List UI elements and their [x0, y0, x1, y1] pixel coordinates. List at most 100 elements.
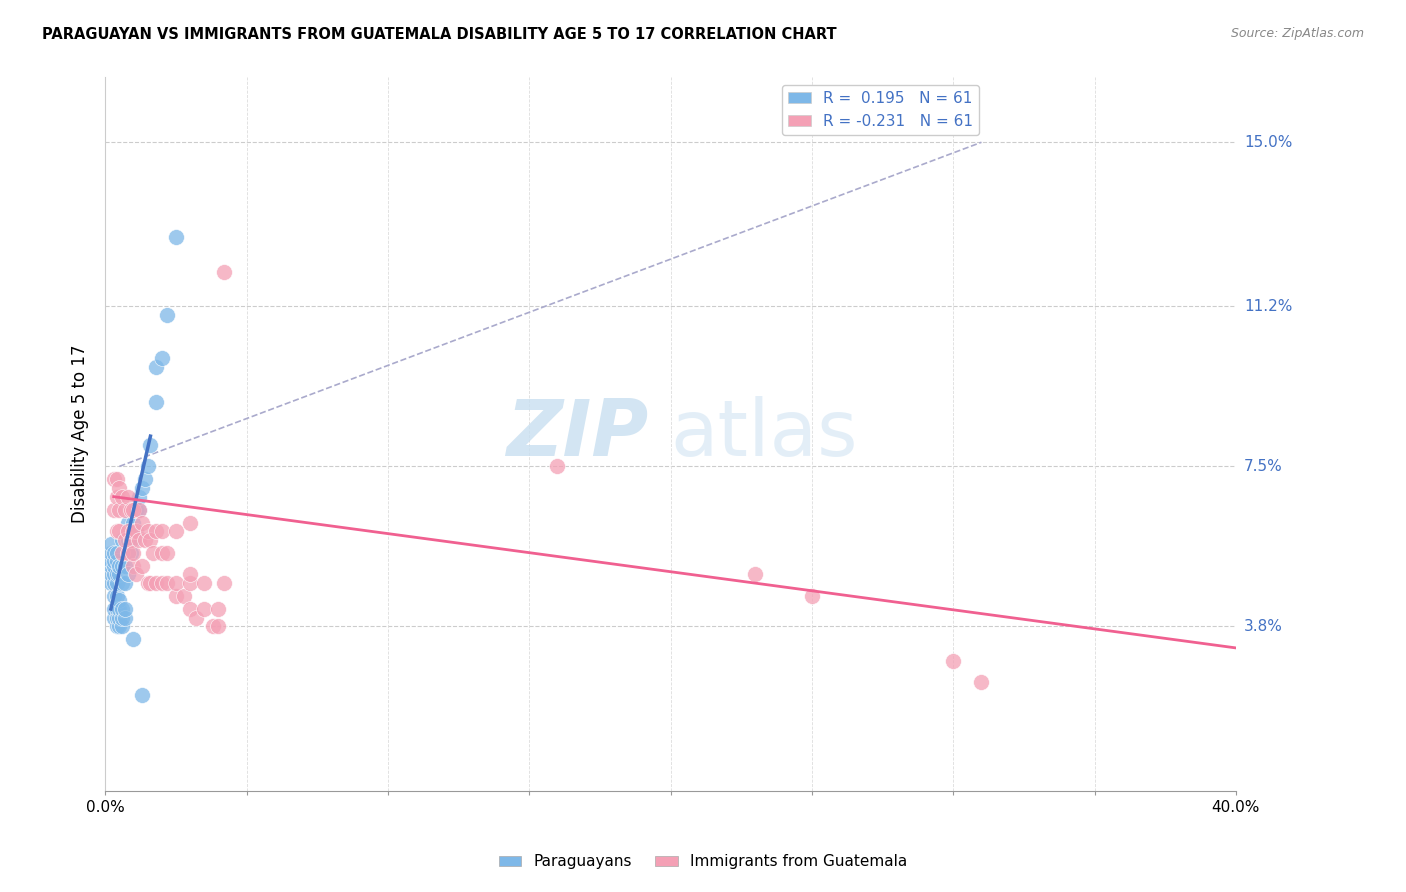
Point: [165, 524, 187, 539]
Point: [117, 567, 139, 582]
Point: [117, 524, 139, 539]
Point: [103, 602, 125, 616]
Point: [122, 632, 145, 647]
Point: [156, 546, 179, 560]
Point: [100, 567, 122, 582]
Point: [134, 472, 156, 486]
Point: [100, 537, 122, 551]
Point: [108, 610, 131, 624]
Point: [156, 308, 179, 322]
Point: [173, 589, 195, 603]
Point: [105, 576, 128, 591]
Point: [114, 576, 136, 591]
Point: [150, 351, 173, 366]
Text: Source: ZipAtlas.com: Source: ZipAtlas.com: [1230, 27, 1364, 40]
Point: [105, 610, 128, 624]
Point: [131, 516, 153, 530]
Point: [122, 546, 145, 560]
Point: [103, 589, 125, 603]
Point: [970, 675, 993, 690]
Text: 3.8%: 3.8%: [1244, 619, 1284, 634]
Point: [111, 602, 134, 616]
Point: [105, 602, 128, 616]
Point: [120, 533, 142, 547]
Point: [165, 589, 187, 603]
Point: [103, 472, 125, 486]
Point: [114, 558, 136, 573]
Point: [117, 546, 139, 560]
Point: [125, 567, 148, 582]
Text: 7.5%: 7.5%: [1244, 458, 1282, 474]
Point: [114, 610, 136, 624]
Point: [201, 619, 224, 633]
Point: [142, 546, 165, 560]
Point: [105, 619, 128, 633]
Point: [105, 554, 128, 568]
Point: [117, 546, 139, 560]
Point: [108, 593, 131, 607]
Point: [744, 567, 766, 582]
Point: [100, 558, 122, 573]
Point: [108, 567, 131, 582]
Point: [212, 576, 235, 591]
Point: [207, 619, 229, 633]
Point: [942, 654, 965, 668]
Point: [114, 602, 136, 616]
Text: atlas: atlas: [671, 396, 858, 472]
Point: [125, 524, 148, 539]
Point: [100, 576, 122, 591]
Point: [131, 558, 153, 573]
Point: [111, 558, 134, 573]
Point: [114, 502, 136, 516]
Point: [150, 546, 173, 560]
Point: [212, 265, 235, 279]
Point: [122, 533, 145, 547]
Point: [103, 576, 125, 591]
Point: [108, 502, 131, 516]
Point: [111, 546, 134, 560]
Point: [111, 490, 134, 504]
Point: [103, 610, 125, 624]
Point: [105, 490, 128, 504]
Point: [145, 524, 167, 539]
Point: [134, 533, 156, 547]
Point: [122, 502, 145, 516]
Point: [111, 576, 134, 591]
Text: 11.2%: 11.2%: [1244, 299, 1292, 314]
Point: [103, 502, 125, 516]
Point: [800, 589, 823, 603]
Point: [122, 558, 145, 573]
Point: [125, 524, 148, 539]
Point: [179, 516, 201, 530]
Y-axis label: Disability Age 5 to 17: Disability Age 5 to 17: [72, 344, 89, 524]
Point: [120, 524, 142, 539]
Point: [131, 481, 153, 495]
Point: [179, 567, 201, 582]
Point: [111, 610, 134, 624]
Point: [128, 502, 150, 516]
Point: [108, 619, 131, 633]
Point: [100, 554, 122, 568]
Point: [136, 576, 159, 591]
Point: [165, 230, 187, 244]
Point: [145, 394, 167, 409]
Point: [105, 546, 128, 560]
Text: ZIP: ZIP: [506, 396, 648, 472]
Point: [122, 524, 145, 539]
Point: [179, 576, 201, 591]
Point: [131, 689, 153, 703]
Text: PARAGUAYAN VS IMMIGRANTS FROM GUATEMALA DISABILITY AGE 5 TO 17 CORRELATION CHART: PARAGUAYAN VS IMMIGRANTS FROM GUATEMALA …: [42, 27, 837, 42]
Point: [193, 576, 215, 591]
Point: [111, 619, 134, 633]
Point: [136, 524, 159, 539]
Point: [139, 438, 162, 452]
Point: [546, 459, 568, 474]
Point: [105, 524, 128, 539]
Point: [108, 524, 131, 539]
Legend: R =  0.195   N = 61, R = -0.231   N = 61: R = 0.195 N = 61, R = -0.231 N = 61: [782, 85, 980, 135]
Point: [117, 490, 139, 504]
Point: [117, 516, 139, 530]
Point: [105, 567, 128, 582]
Point: [103, 554, 125, 568]
Point: [120, 502, 142, 516]
